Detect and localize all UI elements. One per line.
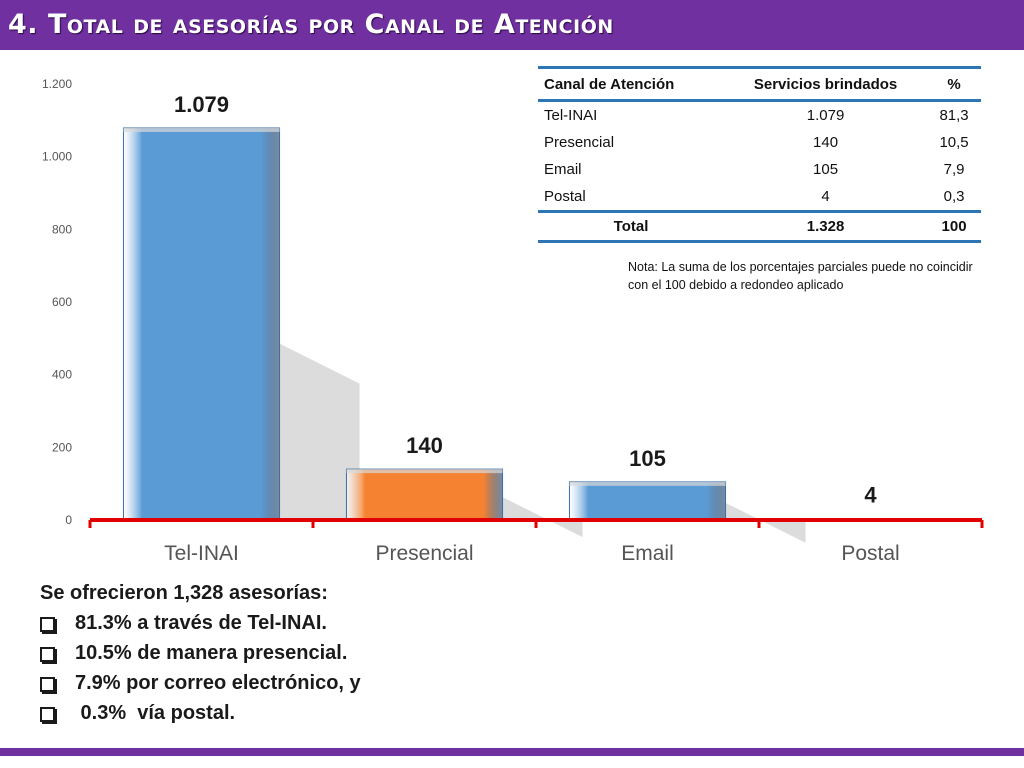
y-tick-label: 800 bbox=[52, 222, 72, 236]
table-row: Presencial 140 10,5 bbox=[538, 129, 981, 156]
table-cell-percent: 7,9 bbox=[943, 161, 965, 178]
x-tick-label: Presencial bbox=[375, 542, 473, 565]
bar-top bbox=[569, 481, 726, 486]
x-axis: Tel-INAI Presencial Email Postal bbox=[88, 518, 984, 565]
y-tick-label: 200 bbox=[52, 440, 72, 454]
y-tick-label: 400 bbox=[52, 368, 72, 382]
data-label: 105 bbox=[629, 446, 666, 471]
data-label: 1.079 bbox=[174, 92, 229, 117]
bar-shadow bbox=[502, 497, 583, 538]
summary-item-text: 7.9% por correo electrónico, y bbox=[75, 672, 361, 694]
y-tick-label: 1.000 bbox=[42, 150, 72, 164]
checkbox-bullet-icon bbox=[40, 646, 55, 662]
table-cell-canal: Tel-INAI bbox=[544, 107, 598, 124]
data-label: 140 bbox=[406, 433, 443, 458]
summary-block: Se ofrecieron 1,328 asesorías: 81.3% a t… bbox=[40, 578, 361, 728]
x-tick-label: Email bbox=[621, 542, 674, 565]
table-total-label: Total bbox=[538, 210, 725, 243]
checkbox-bullet-icon bbox=[40, 706, 55, 722]
table-total-servicios: 1.328 bbox=[724, 210, 928, 243]
footer-bar bbox=[0, 748, 1024, 756]
table-row: Tel-INAI 1.079 81,3 bbox=[538, 101, 981, 130]
summary-heading: Se ofrecieron 1,328 asesorías: bbox=[40, 582, 328, 604]
bar-shadow bbox=[279, 343, 360, 520]
table-total-percent: 100 bbox=[927, 210, 981, 243]
list-item: 10.5% de manera presencial. bbox=[40, 638, 361, 668]
x-tick-label: Tel-INAI bbox=[164, 542, 239, 565]
table-cell-canal: Email bbox=[544, 161, 582, 178]
table-cell-servicios: 140 bbox=[813, 134, 839, 151]
bar bbox=[122, 127, 281, 521]
table-cell-servicios: 105 bbox=[813, 161, 839, 178]
y-tick-label: 0 bbox=[65, 513, 72, 527]
summary-item-text: 0.3% vía postal. bbox=[75, 702, 236, 724]
x-tick-label: Postal bbox=[841, 542, 899, 565]
bar-top bbox=[346, 469, 503, 474]
table-header-row: Canal de Atención Servicios brindados % bbox=[538, 66, 981, 102]
data-label: 4 bbox=[864, 483, 877, 508]
checkbox-bullet-icon bbox=[40, 616, 55, 632]
table-total-row: Total 1.328 100 bbox=[538, 210, 981, 243]
header-bar: 4. Total de asesorías por Canal de Atenc… bbox=[0, 0, 1024, 50]
table-cell-percent: 10,5 bbox=[939, 134, 969, 151]
checkbox-bullet-icon bbox=[40, 676, 55, 692]
bar-top bbox=[123, 127, 280, 132]
summary-item-text: 81.3% a través de Tel-INAI. bbox=[75, 612, 327, 634]
table-header-percent: % bbox=[927, 66, 981, 102]
table-cell-servicios: 1.079 bbox=[806, 107, 845, 124]
table-header-servicios: Servicios brindados bbox=[724, 66, 928, 102]
list-item: 81.3% a través de Tel-INAI. bbox=[40, 608, 361, 638]
table-header-canal: Canal de Atención bbox=[538, 66, 725, 102]
y-tick-label: 600 bbox=[52, 295, 72, 309]
bar bbox=[345, 468, 504, 521]
y-axis: 0 200 400 600 800 1.000 1.200 bbox=[42, 77, 72, 527]
table-cell-canal: Postal bbox=[544, 188, 586, 205]
bar-shadow bbox=[725, 502, 806, 543]
data-table: Canal de Atención Servicios brindados % … bbox=[538, 66, 981, 243]
y-tick-label: 1.200 bbox=[42, 77, 72, 91]
bars-group: 1.079 140 105 4 bbox=[122, 92, 950, 543]
summary-item-text: 10.5% de manera presencial. bbox=[75, 642, 348, 664]
table-note: Nota: La suma de los porcentajes parcial… bbox=[628, 260, 973, 292]
table-row: Email 105 7,9 bbox=[538, 156, 981, 183]
bar-chart: 0 200 400 600 800 1.000 1.200 1.079 140 105 4 Tel… bbox=[42, 77, 984, 565]
table-cell-percent: 81,3 bbox=[939, 107, 969, 124]
table-cell-servicios: 4 bbox=[821, 188, 830, 205]
list-item: 0.3% vía postal. bbox=[40, 698, 361, 728]
slide-title: 4. Total de asesorías por Canal de Atenc… bbox=[8, 9, 614, 40]
table-cell-canal: Presencial bbox=[544, 134, 615, 151]
bar bbox=[568, 481, 727, 521]
table-cell-percent: 0,3 bbox=[943, 188, 965, 205]
summary-list: 81.3% a través de Tel-INAI. 10.5% de man… bbox=[40, 608, 361, 728]
list-item: 7.9% por correo electrónico, y bbox=[40, 668, 361, 698]
table-row: Postal 4 0,3 bbox=[538, 183, 981, 212]
